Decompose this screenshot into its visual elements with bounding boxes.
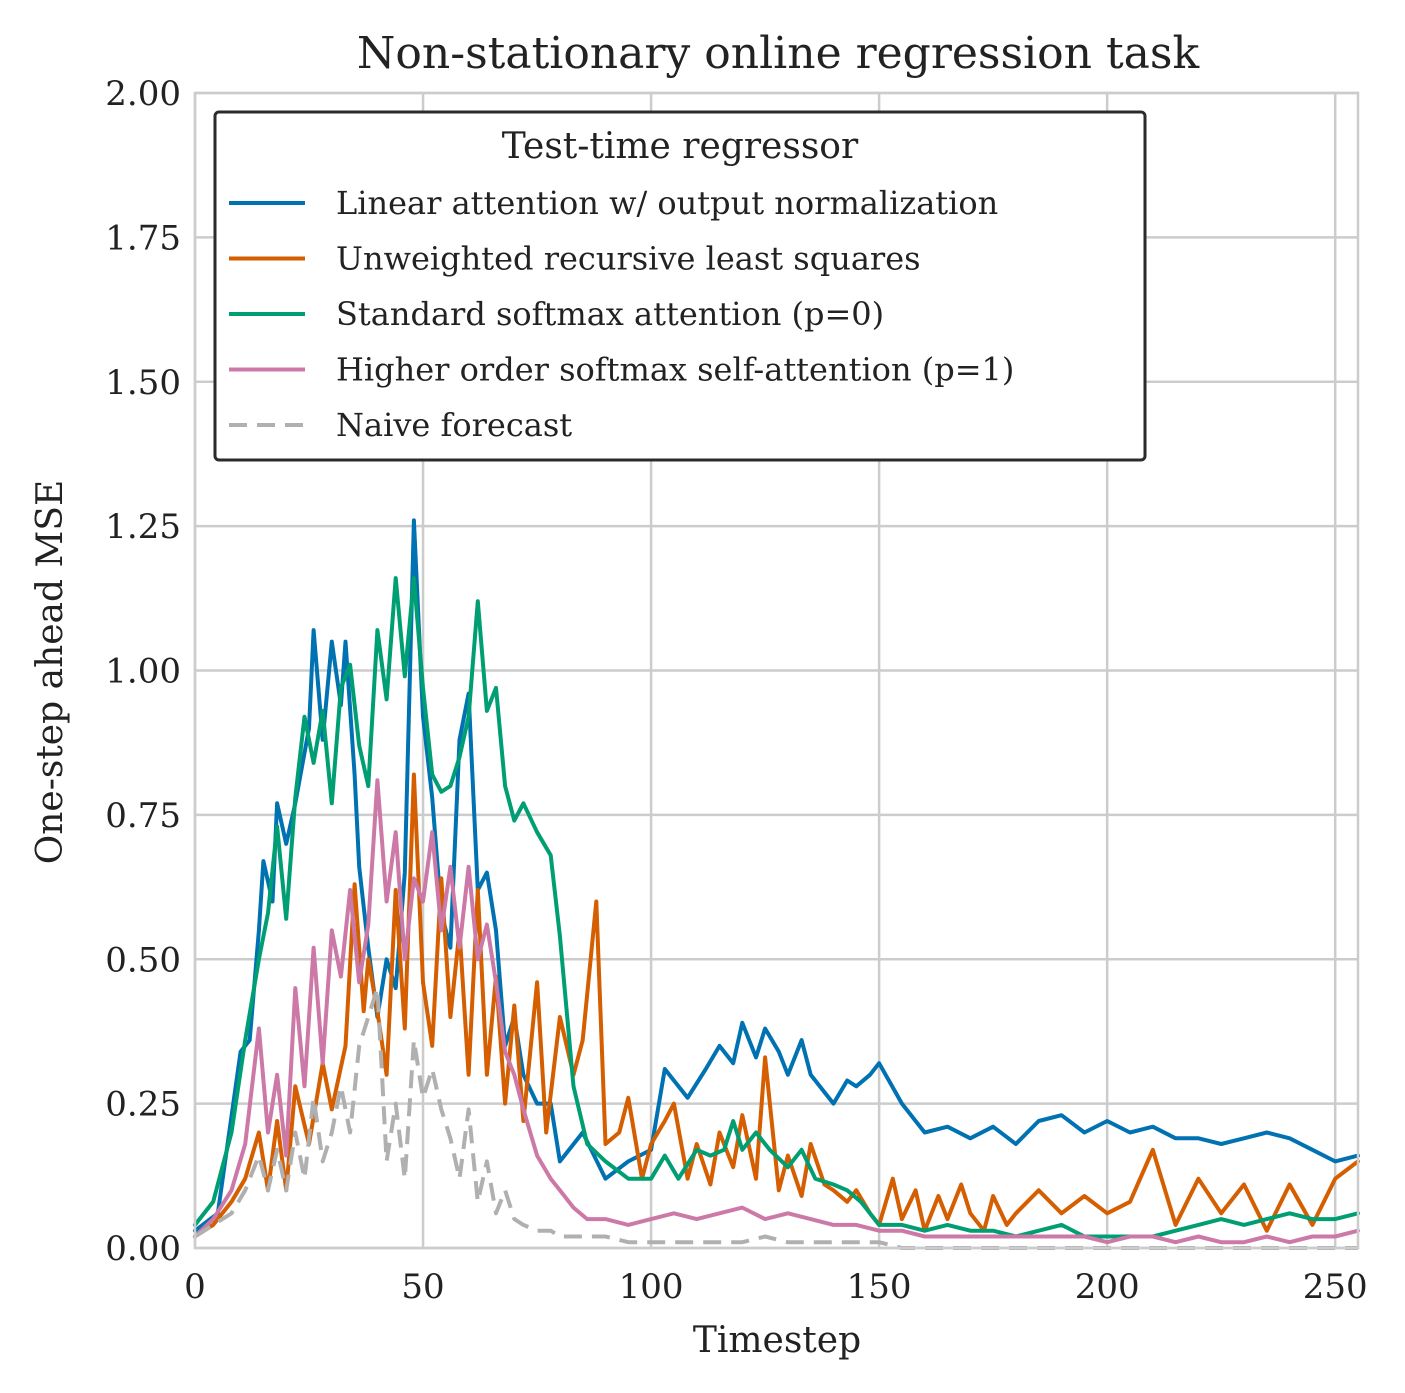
y-tick-label: 0.00 [105, 1229, 181, 1269]
x-tick-label: 250 [1303, 1267, 1368, 1307]
ticks-layer: 0 50 100 150 200 250 0.00 0.25 0.50 0.75 1.00 1.25 1… [105, 74, 1367, 1307]
plot-frame [193, 91, 1360, 1250]
series-line-1 [193, 772, 1360, 1239]
legend-label-3: Higher order softmax self-attention (p=1… [336, 351, 1014, 389]
legend-label-0: Linear attention w/ output normalization [336, 184, 998, 222]
x-tick-label: 0 [184, 1267, 206, 1307]
x-tick-label: 100 [619, 1267, 684, 1307]
y-tick-label: 0.50 [105, 940, 181, 980]
x-tick-label: 150 [847, 1267, 912, 1307]
y-tick-label: 1.50 [105, 363, 181, 403]
y-axis-label: One-step ahead MSE [30, 480, 71, 865]
legend-label-1: Unweighted recursive least squares [336, 240, 921, 278]
x-axis-label: Timestep [693, 1320, 861, 1361]
x-tick-label: 200 [1075, 1267, 1140, 1307]
legend-label-4: Naive forecast [336, 406, 572, 444]
legend-title: Test-time regressor [502, 126, 859, 167]
x-tick-label: 50 [401, 1267, 444, 1307]
legend: Test-time regressor Linear attention w/ … [213, 110, 1147, 462]
series-line-2 [193, 576, 1360, 1239]
y-tick-label: 0.25 [105, 1085, 181, 1125]
legend-label-2: Standard softmax attention (p=0) [336, 295, 884, 333]
y-tick-label: 2.00 [105, 74, 181, 114]
chart-title: Non-stationary online regression task [357, 28, 1200, 79]
legend-entries: Linear attention w/ output normalization… [229, 184, 1014, 444]
y-tick-label: 1.25 [105, 507, 181, 547]
legend-box [213, 110, 1147, 462]
y-tick-label: 1.75 [105, 218, 181, 258]
y-tick-label: 0.75 [105, 796, 181, 836]
series-line-3 [193, 778, 1360, 1245]
series-line-0 [193, 518, 1360, 1233]
y-tick-label: 1.00 [105, 652, 181, 692]
series-layer [193, 518, 1360, 1250]
